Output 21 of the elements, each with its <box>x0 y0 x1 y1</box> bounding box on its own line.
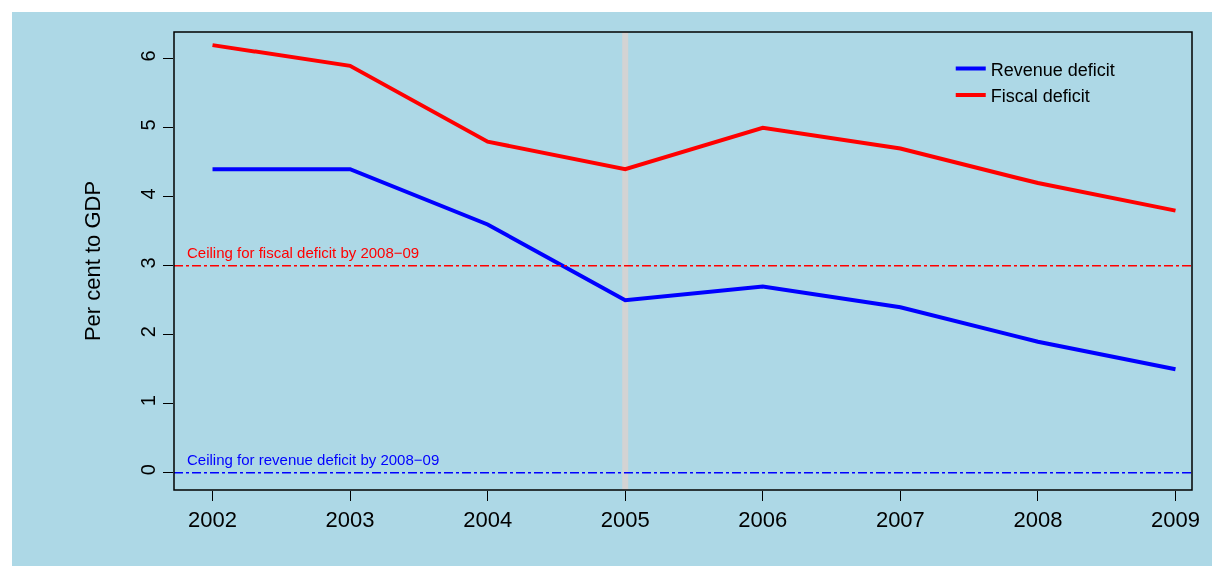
x-tick-label: 2003 <box>325 507 375 533</box>
y-tick-label: 5 <box>137 119 159 131</box>
y-tick-label: 3 <box>137 257 159 269</box>
y-tick-label: 2 <box>137 326 159 338</box>
x-tick-label: 2005 <box>600 507 650 533</box>
x-tick-label: 2007 <box>875 507 925 533</box>
y-tick-label: 4 <box>137 188 159 200</box>
x-tick-label: 2009 <box>1151 507 1200 533</box>
legend-label: Revenue deficit <box>990 59 1115 80</box>
y-tick-label: 1 <box>137 395 159 407</box>
line-series <box>210 43 1178 213</box>
ref-line-label: Ceiling for revenue deficit by 2008−09 <box>187 451 440 468</box>
x-tick-label: 2006 <box>738 507 788 533</box>
legend-label: Fiscal deficit <box>990 85 1090 106</box>
x-tick-label: 2002 <box>188 507 237 533</box>
x-tick-label: 2004 <box>463 507 513 533</box>
ref-line-label: Ceiling for fiscal deficit by 2008−09 <box>187 244 420 261</box>
y-tick-label: 6 <box>137 50 159 62</box>
x-tick-label: 2008 <box>1013 507 1063 533</box>
y-axis-title: Per cent to GDP <box>79 180 105 342</box>
y-tick-label: 0 <box>137 464 159 476</box>
